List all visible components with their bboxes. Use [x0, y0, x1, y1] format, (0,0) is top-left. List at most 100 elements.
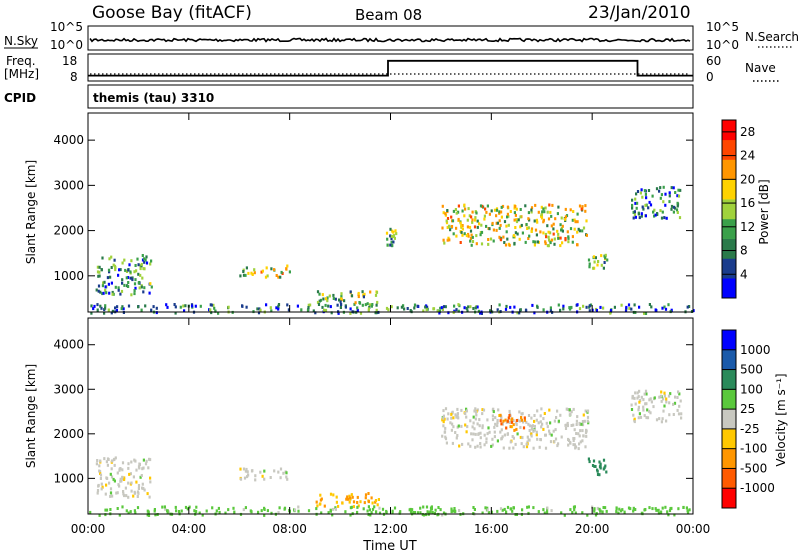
- freq-trace: [88, 59, 693, 77]
- heatmap-cell: [212, 303, 215, 307]
- heatmap-cell: [111, 292, 114, 296]
- heatmap-cell: [469, 444, 472, 448]
- heatmap-cell: [546, 425, 549, 429]
- heatmap-cell: [323, 308, 326, 312]
- colorbar-tick-label: 16: [740, 196, 755, 210]
- heatmap-cell: [148, 495, 151, 499]
- colorbar-segment: [722, 409, 736, 430]
- heatmap-cell: [334, 297, 337, 301]
- heatmap-cell: [109, 491, 113, 495]
- heatmap-cell: [644, 312, 648, 315]
- heatmap-cell: [551, 203, 554, 207]
- heatmap-cell: [548, 408, 551, 412]
- heatmap-cell: [500, 428, 503, 432]
- heatmap-cell: [549, 241, 552, 245]
- heatmap-cell: [180, 509, 183, 513]
- heatmap-cell: [106, 463, 109, 467]
- heatmap-cell: [628, 306, 631, 310]
- heatmap-cell: [96, 303, 99, 307]
- heatmap-cell: [318, 299, 321, 303]
- heatmap-cell: [518, 311, 521, 315]
- heatmap-cell: [443, 417, 446, 421]
- heatmap-cell: [566, 230, 569, 234]
- heatmap-cell: [633, 303, 636, 307]
- heatmap-cell: [499, 430, 502, 434]
- heatmap-cell: [564, 427, 568, 430]
- heatmap-cell: [109, 487, 113, 491]
- heatmap-cell: [450, 412, 453, 416]
- heatmap-cell: [526, 505, 529, 509]
- heatmap-cell: [613, 305, 616, 309]
- heatmap-cell: [605, 509, 608, 513]
- power-panel-frame: [87, 112, 694, 313]
- heatmap-cell: [659, 196, 662, 200]
- heatmap-cell: [662, 397, 665, 401]
- heatmap-cell: [134, 511, 137, 515]
- heatmap-cell: [471, 240, 475, 243]
- heatmap-cell: [96, 459, 99, 462]
- heatmap-cell: [644, 389, 648, 393]
- heatmap-cell: [539, 438, 542, 441]
- heatmap-cell: [601, 510, 604, 514]
- heatmap-cell: [452, 232, 455, 236]
- heatmap-cell: [507, 223, 510, 227]
- heatmap-cell: [664, 505, 667, 509]
- heatmap-cell: [340, 294, 343, 298]
- heatmap-cell: [534, 240, 537, 244]
- heatmap-cell: [586, 409, 590, 413]
- heatmap-cell: [664, 192, 667, 196]
- heatmap-cell: [175, 509, 178, 513]
- heatmap-cell: [110, 281, 113, 285]
- heatmap-cell: [104, 285, 107, 289]
- heatmap-cell: [664, 203, 667, 207]
- heatmap-cell: [144, 258, 147, 262]
- heatmap-cell: [259, 470, 262, 474]
- heatmap-cell: [429, 510, 432, 514]
- heatmap-cell: [465, 407, 468, 411]
- heatmap-cell: [573, 218, 576, 222]
- heatmap-cell: [636, 201, 639, 205]
- heatmap-cell: [107, 308, 110, 312]
- heatmap-cell: [439, 306, 442, 310]
- heatmap-cell: [369, 303, 372, 307]
- heatmap-cell: [533, 243, 536, 247]
- heatmap-cell: [419, 511, 422, 515]
- heatmap-cell: [530, 229, 533, 233]
- heatmap-cell: [660, 510, 663, 514]
- heatmap-cell: [632, 506, 635, 510]
- heatmap-cell: [567, 443, 570, 447]
- heatmap-cell: [495, 228, 498, 232]
- heatmap-cell: [366, 509, 369, 513]
- heatmap-cell: [639, 191, 642, 195]
- heatmap-cell: [253, 271, 256, 275]
- heatmap-cell: [390, 237, 393, 241]
- heatmap-cell: [642, 207, 645, 211]
- heatmap-cell: [668, 413, 671, 417]
- heatmap-cell: [471, 220, 474, 224]
- heatmap-cell: [513, 206, 516, 210]
- heatmap-cell: [279, 476, 282, 480]
- heatmap-cell: [603, 254, 606, 258]
- heatmap-cell: [96, 489, 100, 492]
- heatmap-cell: [572, 439, 575, 442]
- heatmap-cell: [549, 440, 553, 444]
- heatmap-cell: [104, 288, 107, 292]
- heatmap-cell: [479, 204, 483, 208]
- heatmap-cell: [257, 510, 260, 514]
- heatmap-cell: [125, 509, 128, 513]
- heatmap-cell: [108, 481, 111, 485]
- heatmap-cell: [648, 506, 651, 510]
- heatmap-cell: [465, 234, 468, 238]
- heatmap-cell: [241, 304, 244, 308]
- heatmap-cell: [263, 477, 266, 481]
- heatmap-cell: [662, 409, 665, 413]
- heatmap-cell: [496, 308, 499, 312]
- heatmap-cell: [632, 509, 635, 513]
- heatmap-cell: [409, 510, 413, 514]
- heatmap-cell: [113, 479, 116, 483]
- station-title: Goose Bay (fitACF): [92, 3, 252, 23]
- heatmap-cell: [588, 460, 591, 464]
- heatmap-cell: [588, 309, 591, 313]
- heatmap-cell: [544, 242, 547, 246]
- freq-panel-frame: [87, 53, 694, 82]
